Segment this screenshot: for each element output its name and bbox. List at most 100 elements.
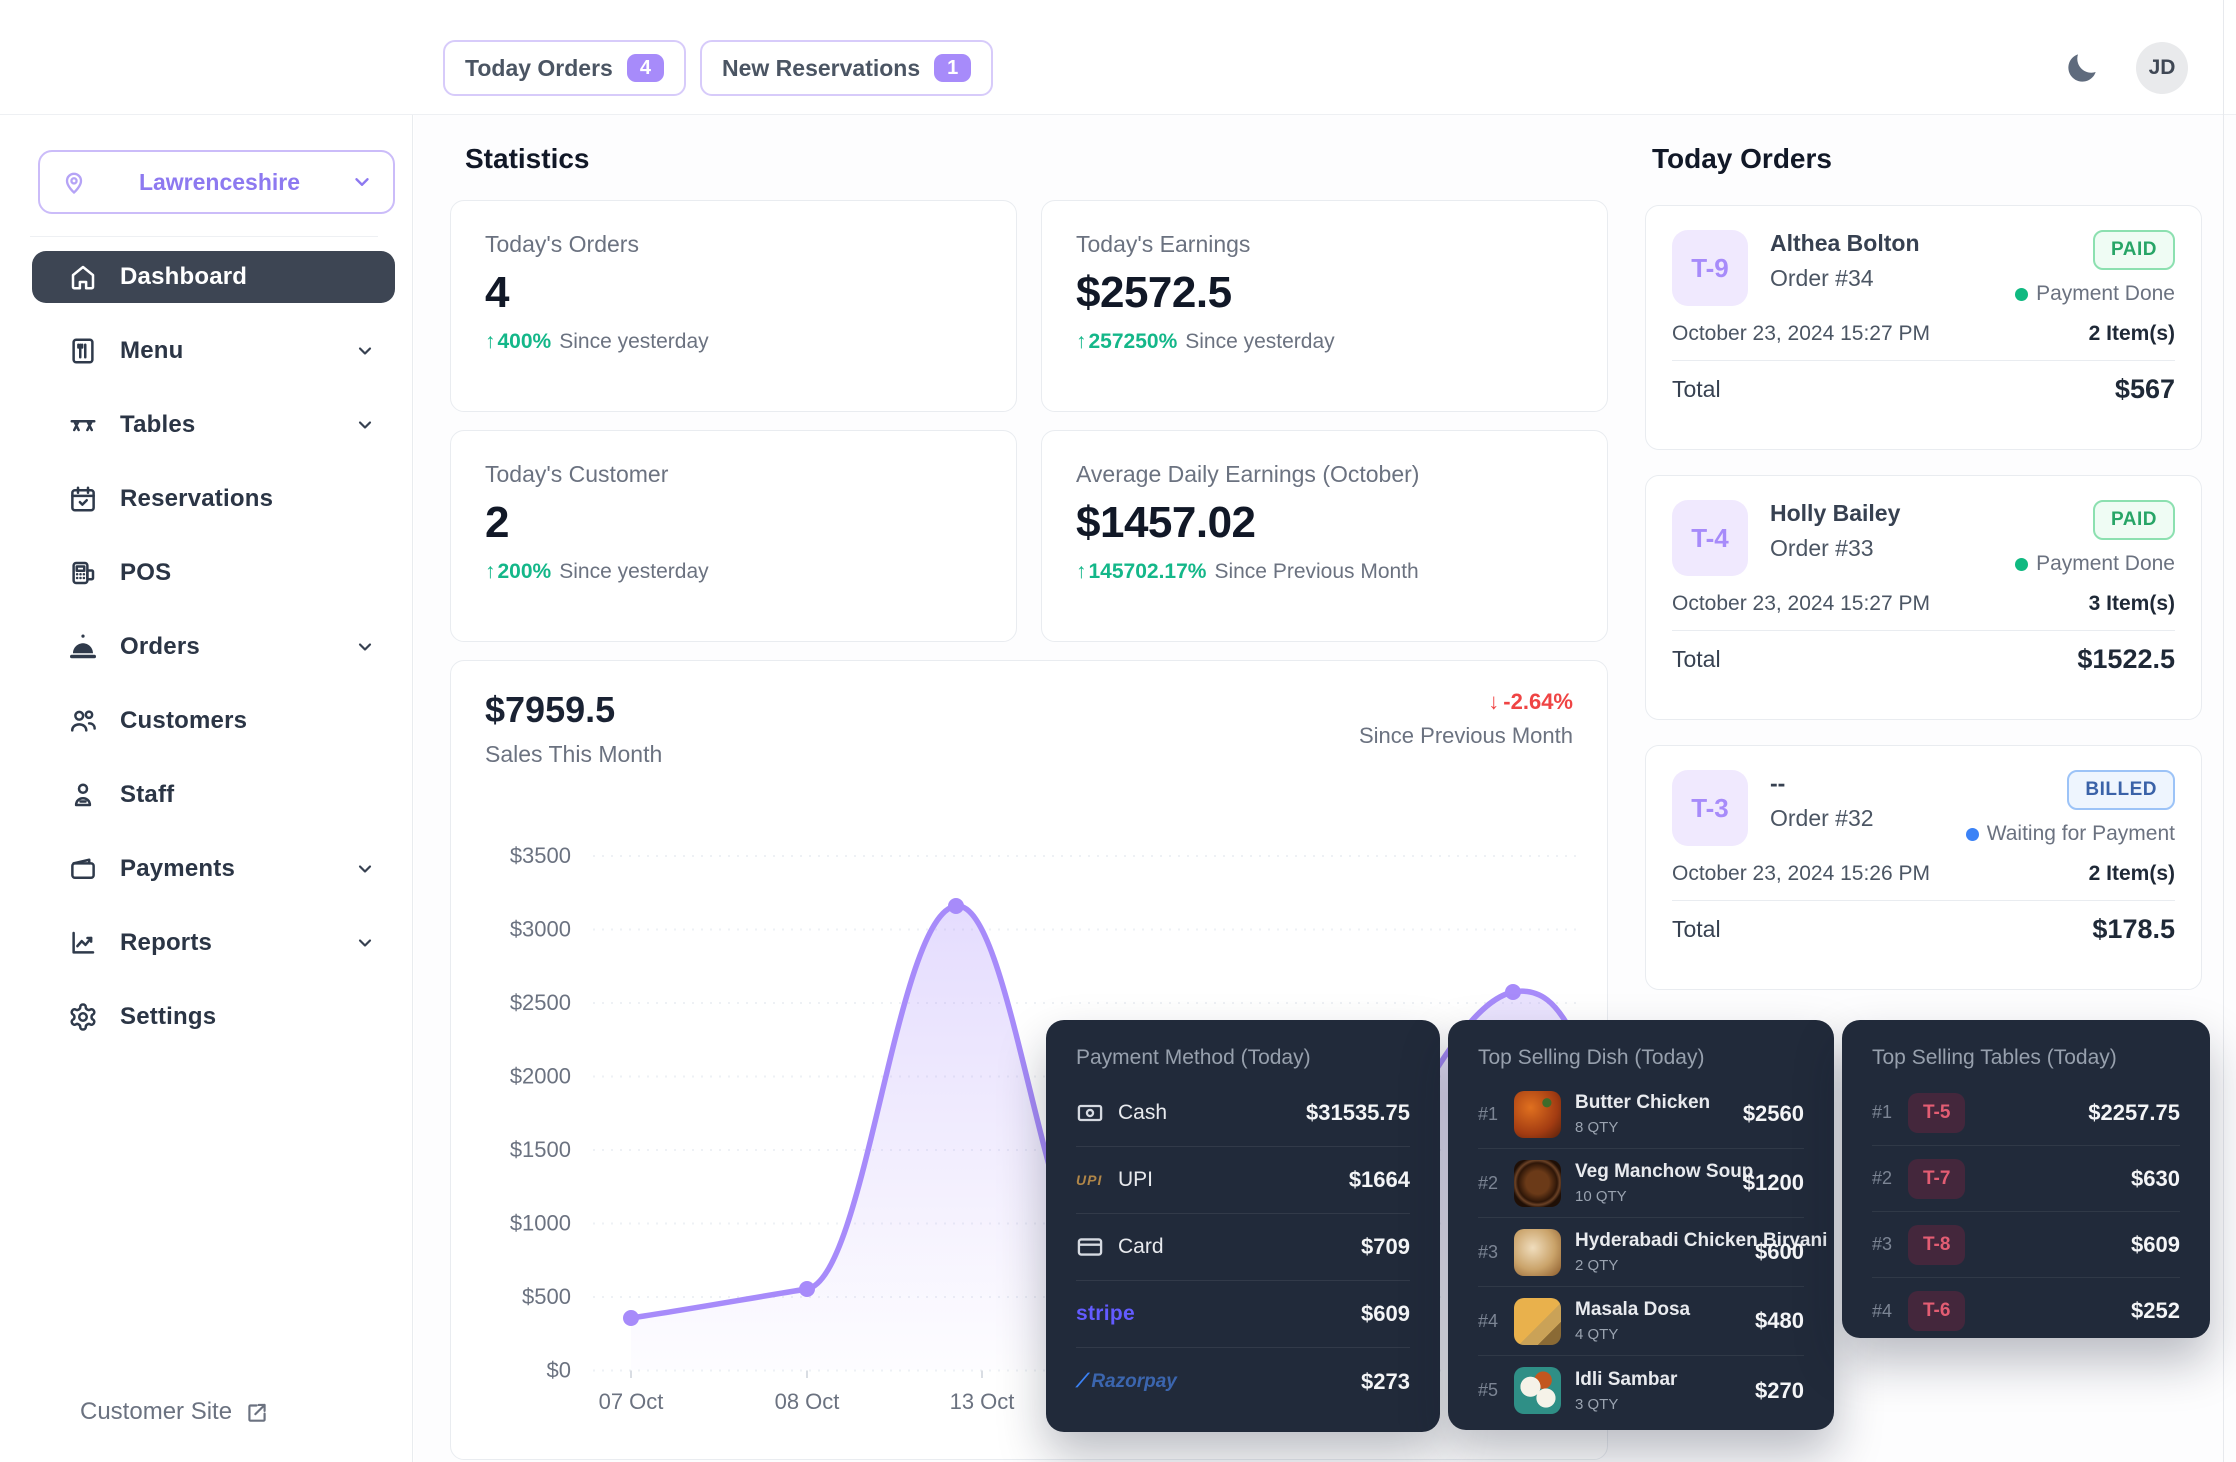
payment-row-cash: Cash $31535.75 bbox=[1076, 1080, 1410, 1147]
order-card-32[interactable]: T-3 -- Order #32 BILLED Waiting for Paym… bbox=[1645, 745, 2202, 990]
payment-value: $709 bbox=[1361, 1234, 1410, 1259]
today-orders-button[interactable]: Today Orders 4 bbox=[443, 40, 686, 96]
order-datetime: October 23, 2024 15:26 PM bbox=[1672, 862, 1930, 885]
sidebar-item-reservations[interactable]: Reservations bbox=[32, 473, 395, 525]
arrow-up-icon: ↑ bbox=[1076, 560, 1087, 583]
order-card-33[interactable]: T-4 Holly Bailey Order #33 PAID Payment … bbox=[1645, 475, 2202, 720]
table-badge: T-8 bbox=[1908, 1224, 1966, 1265]
sidebar-item-reports[interactable]: Reports bbox=[32, 917, 395, 969]
stat-card-todays-orders: Today's Orders 4 ↑ 400% Since yesterday bbox=[450, 200, 1017, 412]
staff-icon bbox=[68, 780, 98, 810]
dish-qty: 3 QTY bbox=[1575, 1395, 1619, 1413]
table-badge: T-5 bbox=[1908, 1092, 1966, 1133]
avatar[interactable]: JD bbox=[2136, 42, 2188, 94]
sidebar-item-pos[interactable]: POS bbox=[32, 547, 395, 599]
chevron-down-icon bbox=[351, 171, 373, 193]
order-total: $178.5 bbox=[2092, 914, 2175, 944]
sidebar-item-tables[interactable]: Tables bbox=[32, 399, 395, 451]
arrow-up-icon: ↑ bbox=[1076, 330, 1087, 353]
sidebar-item-settings[interactable]: Settings bbox=[32, 991, 395, 1043]
sidebar-item-customers[interactable]: Customers bbox=[32, 695, 395, 747]
payment-value: $273 bbox=[1361, 1368, 1410, 1394]
payment-value: $1664 bbox=[1348, 1167, 1410, 1192]
order-number: Order #33 bbox=[1770, 535, 1874, 561]
dish-name: Idli Sambar bbox=[1575, 1368, 1678, 1390]
chevron-down-icon bbox=[355, 415, 375, 435]
upi-logo: UPI bbox=[1076, 1172, 1103, 1188]
new-reservations-button[interactable]: New Reservations 1 bbox=[700, 40, 994, 96]
payment-label: Card bbox=[1118, 1235, 1164, 1258]
status-note: Payment Done bbox=[2036, 552, 2175, 575]
arrow-up-icon: ↑ bbox=[485, 330, 496, 353]
stat-period: Since yesterday bbox=[1185, 330, 1335, 353]
x-axis-tick: 08 Oct bbox=[775, 1389, 840, 1414]
customers-icon bbox=[68, 706, 98, 736]
stat-delta-pct: 257250% bbox=[1088, 330, 1178, 353]
sidebar-item-dashboard[interactable]: Dashboard bbox=[32, 251, 395, 303]
sidebar-item-label: Settings bbox=[120, 1003, 217, 1030]
order-card-34[interactable]: T-9 Althea Bolton Order #34 PAID Payment… bbox=[1645, 205, 2202, 450]
card-divider bbox=[1672, 630, 2175, 631]
customer-site-link[interactable]: Customer Site bbox=[80, 1398, 270, 1426]
payment-label: Cash bbox=[1118, 1101, 1168, 1124]
today-orders-button-label: Today Orders bbox=[465, 54, 613, 81]
sidebar-divider bbox=[30, 236, 378, 237]
table-row: #4 T-6 $252 bbox=[1872, 1278, 2180, 1344]
stat-value: 4 bbox=[485, 268, 509, 317]
stripe-logo: stripe bbox=[1076, 1302, 1135, 1325]
y-axis-tick: $0 bbox=[547, 1358, 571, 1383]
cash-icon bbox=[1076, 1099, 1110, 1127]
sidebar-item-label: POS bbox=[120, 559, 172, 586]
sidebar: Lawrenceshire Dashboard Menu Tables Rese… bbox=[0, 115, 413, 1462]
sidebar-item-label: Tables bbox=[120, 411, 196, 438]
dish-photo bbox=[1514, 1159, 1561, 1207]
y-axis-tick: $3500 bbox=[510, 843, 571, 868]
sales-delta-period: Since Previous Month bbox=[1359, 723, 1573, 748]
order-number: Order #32 bbox=[1770, 805, 1874, 831]
data-point bbox=[948, 898, 964, 914]
dish-row: #2 Veg Manchow Soup 10 QTY $1200 bbox=[1478, 1149, 1804, 1218]
y-axis-tick: $3000 bbox=[510, 917, 571, 942]
top-bar: Today Orders 4 New Reservations 1 JD bbox=[0, 0, 2236, 115]
table-badge: T-9 bbox=[1672, 230, 1748, 306]
stat-card-grid: Today's Orders 4 ↑ 400% Since yesterday To… bbox=[450, 200, 1608, 642]
rank-label: #4 bbox=[1872, 1300, 1893, 1321]
chevron-down-icon bbox=[355, 341, 375, 361]
sidebar-item-staff[interactable]: Staff bbox=[32, 769, 395, 821]
sidebar-item-menu[interactable]: Menu bbox=[32, 325, 395, 377]
dish-qty: 8 QTY bbox=[1575, 1119, 1619, 1136]
stat-card-todays-earnings: Today's Earnings $2572.5 ↑ 257250% Since y… bbox=[1041, 200, 1608, 412]
order-items-count: 2 Item(s) bbox=[2088, 322, 2175, 345]
external-link-icon bbox=[244, 1399, 270, 1425]
dark-mode-toggle[interactable] bbox=[2062, 48, 2102, 88]
order-datetime: October 23, 2024 15:27 PM bbox=[1672, 322, 1930, 345]
order-items-count: 3 Item(s) bbox=[2088, 592, 2175, 615]
dish-value: $1200 bbox=[1742, 1170, 1804, 1195]
stat-label: Average Daily Earnings (October) bbox=[1076, 461, 1420, 487]
table-value: $630 bbox=[2131, 1165, 2180, 1191]
stat-card-todays-customer: Today's Customer 2 ↑ 200% Since yesterday bbox=[450, 430, 1017, 642]
moon-icon bbox=[2068, 54, 2096, 82]
stat-period: Since Previous Month bbox=[1214, 560, 1419, 583]
sidebar-item-orders[interactable]: Orders bbox=[32, 621, 395, 673]
order-number: Order #34 bbox=[1770, 265, 1874, 291]
status-badge: BILLED bbox=[2067, 770, 2175, 810]
main-content: Statistics Today Orders Today's Orders 4… bbox=[414, 115, 2236, 1462]
rank-label: #2 bbox=[1872, 1168, 1893, 1188]
payment-value: $609 bbox=[1361, 1301, 1410, 1326]
arrow-up-icon: ↑ bbox=[485, 560, 496, 583]
dish-value: $480 bbox=[1755, 1308, 1804, 1333]
new-reservations-count-badge: 1 bbox=[934, 54, 972, 82]
payment-row-razorpay: ⟋ Razorpay $273 bbox=[1076, 1348, 1410, 1415]
stat-delta-pct: 200% bbox=[497, 560, 552, 583]
status-dot bbox=[2015, 287, 2029, 301]
sidebar-item-payments[interactable]: Payments bbox=[32, 843, 395, 895]
stat-period: Since yesterday bbox=[559, 330, 709, 353]
location-selector[interactable]: Lawrenceshire bbox=[38, 150, 395, 214]
order-datetime: October 23, 2024 15:27 PM bbox=[1672, 592, 1930, 615]
sidebar-nav: Dashboard Menu Tables Reservations POS O… bbox=[0, 251, 413, 1065]
sidebar-item-label: Reports bbox=[120, 929, 213, 956]
table-value: $2257.75 bbox=[2088, 1099, 2180, 1125]
rank-label: #2 bbox=[1478, 1172, 1499, 1193]
dish-qty: 10 QTY bbox=[1575, 1188, 1627, 1205]
